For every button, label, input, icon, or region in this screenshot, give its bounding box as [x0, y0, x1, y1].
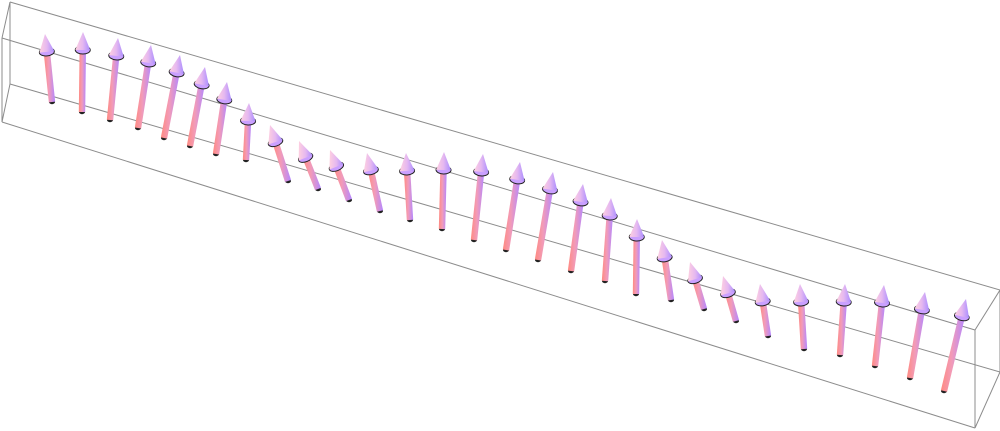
- arrow-cone: [363, 153, 379, 173]
- spin-arrow: [134, 45, 157, 131]
- arrow-cone: [194, 67, 210, 87]
- arrow-shaft: [906, 309, 926, 379]
- arrow-cone: [954, 299, 970, 319]
- arrow-shaft: [871, 302, 886, 367]
- spin-arrow: [106, 38, 125, 123]
- arrow-cone: [914, 292, 930, 312]
- arrow-cone: [602, 198, 618, 217]
- box-edge: [1, 37, 976, 331]
- arrow-cone: [473, 154, 489, 173]
- spin-arrow: [687, 262, 708, 312]
- spin-arrow: [186, 67, 210, 149]
- arrow-cone: [629, 219, 645, 238]
- arrow-cone: [240, 103, 256, 122]
- arrow-shaft: [403, 170, 414, 221]
- arrow-cone: [75, 32, 91, 51]
- arrow-cone: [720, 276, 736, 296]
- arrow-shaft: [724, 292, 740, 322]
- spin-arrow: [793, 284, 810, 352]
- spin-arrow: [534, 172, 558, 263]
- spin-arrow: [720, 276, 740, 324]
- box-edge: [9, 1, 1000, 291]
- arrow-shaft: [692, 278, 708, 310]
- spin-arrow: [399, 153, 416, 223]
- arrow-shaft: [632, 236, 640, 295]
- arrow-shaft: [134, 62, 152, 129]
- arrow-shaft: [367, 169, 384, 212]
- arrow-shaft: [567, 201, 584, 272]
- arrow-cone: [436, 152, 452, 171]
- box-edge: [974, 289, 1000, 331]
- spin-arrow: [871, 285, 890, 369]
- arrow-cone: [755, 284, 771, 303]
- spin-arrow: [835, 284, 852, 358]
- spin-arrow: [567, 184, 589, 274]
- arrow-shaft: [160, 72, 180, 139]
- box-edge: [1, 121, 976, 429]
- spin-arrow: [267, 125, 292, 184]
- arrow-shaft: [106, 55, 120, 121]
- arrow-cone: [542, 172, 558, 192]
- spin-arrow: [240, 103, 257, 163]
- spin-arrow: [628, 219, 645, 297]
- arrow-shaft: [212, 99, 228, 155]
- arrow-shaft: [78, 49, 86, 113]
- arrow-shaft: [333, 165, 352, 202]
- arrow-shaft: [836, 301, 847, 356]
- arrow-shaft: [759, 301, 772, 337]
- arrow-cone: [509, 162, 525, 181]
- spin-arrow: [212, 82, 233, 157]
- arrow-shaft: [302, 156, 321, 191]
- box-edge: [9, 83, 1000, 373]
- spin-arrow: [754, 284, 772, 339]
- spin-arrow: [160, 55, 185, 141]
- spin-arrow: [906, 292, 930, 381]
- arrow-shaft: [438, 169, 447, 230]
- spin-arrow: [38, 34, 56, 105]
- arrow-cone: [657, 240, 673, 259]
- spin-arrow: [363, 153, 384, 214]
- box-edge: [1, 83, 11, 123]
- box-edge: [974, 371, 1000, 429]
- arrow-cone: [573, 184, 588, 203]
- arrow-shaft: [186, 84, 205, 147]
- spin-arrow: [328, 150, 352, 203]
- arrow-shaft: [242, 120, 252, 161]
- arrow-cone: [108, 38, 124, 57]
- spin-arrow: [940, 299, 970, 394]
- arrow-cone: [874, 285, 890, 304]
- arrow-shaft: [470, 171, 485, 241]
- spin-arrow: [470, 154, 490, 243]
- box-edge: [1, 1, 11, 39]
- spin-arrow: [502, 162, 526, 253]
- arrow-cone: [836, 284, 852, 303]
- arrow-cone: [169, 55, 184, 75]
- arrow-cone: [793, 284, 809, 303]
- arrow-shaft: [601, 215, 613, 282]
- arrow-cone: [329, 150, 344, 170]
- arrow-cone: [298, 141, 313, 161]
- arrow-shaft: [534, 189, 554, 261]
- arrow-shaft: [661, 257, 675, 301]
- spin-arrow: [601, 198, 618, 284]
- arrow-group: [38, 32, 970, 394]
- arrow-cone: [399, 153, 415, 172]
- arrow-cone: [268, 125, 283, 145]
- arrow-shaft: [272, 141, 292, 182]
- arrow-cone: [216, 82, 232, 101]
- arrow-cone: [687, 262, 703, 282]
- arrow-shaft: [43, 51, 56, 103]
- arrow-shaft: [797, 301, 808, 350]
- spin-arrow: [297, 141, 321, 192]
- arrow-cone: [140, 45, 156, 64]
- arrow-cone: [39, 34, 55, 53]
- spin-arrow: [74, 32, 91, 115]
- spin-arrow: [435, 152, 452, 232]
- arrow-shaft: [940, 315, 965, 392]
- spin-arrow: [656, 240, 675, 303]
- arrow-shaft: [502, 179, 521, 251]
